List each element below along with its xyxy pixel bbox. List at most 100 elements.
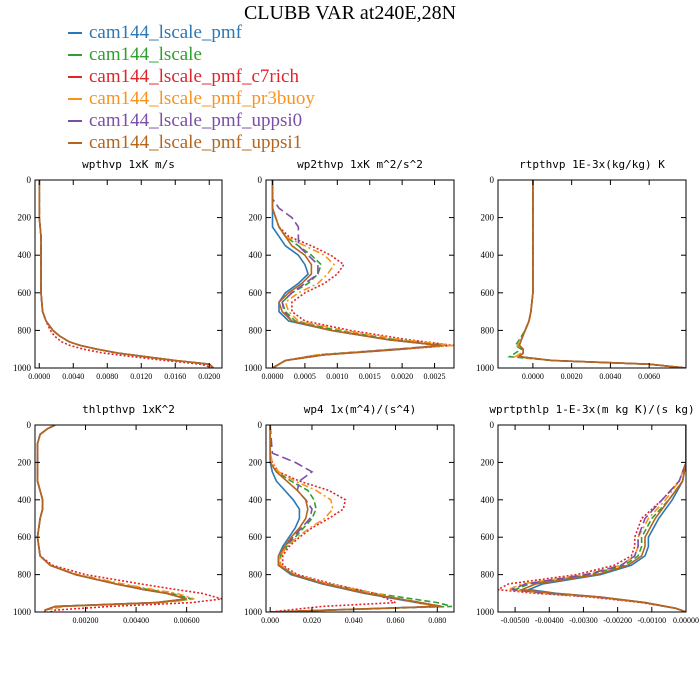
x-tick-label: 0.00400 <box>123 616 149 625</box>
series-line-2 <box>271 180 448 368</box>
legend-swatch <box>68 54 82 56</box>
x-tick-label: 0.0000 <box>28 372 50 381</box>
y-tick-label: 800 <box>249 325 263 335</box>
series-line-3 <box>515 180 686 368</box>
series-line-3 <box>269 425 396 612</box>
series-line-5 <box>36 425 187 612</box>
panel-6: wprtpthlp 1-E-3x(m kg K)/(s kg) 0 200 400 60… <box>476 403 699 625</box>
legend-label: cam144_lscale <box>89 44 202 65</box>
series-line-3 <box>36 425 222 612</box>
x-tick-label: 0.0120 <box>130 372 152 381</box>
panel-title: rtpthvp 1E-3x(kg/kg) K <box>519 158 665 171</box>
panel-3: rtpthvp 1E-3x(kg/kg) K 0 200 400 600 800 1000 0… <box>476 158 687 381</box>
y-tick-label: 1000 <box>476 363 495 373</box>
series-line-2 <box>507 180 686 368</box>
series-line-6 <box>518 425 686 612</box>
y-tick-label: 1000 <box>244 363 263 373</box>
x-tick-label: 0.0040 <box>62 372 84 381</box>
x-tick-label: 0.0005 <box>294 372 316 381</box>
x-tick-label: 0.0080 <box>96 372 118 381</box>
y-tick-label: 400 <box>249 495 263 505</box>
y-tick-label: 400 <box>481 495 495 505</box>
legend-label: cam144_lscale_pmf <box>89 22 243 43</box>
legend-swatch <box>68 76 82 78</box>
panel-frame <box>265 424 455 613</box>
series-group <box>498 425 686 612</box>
legend-entry: cam144_lscale_pmf_uppsi0 <box>68 110 315 132</box>
x-tick-label: 0.080 <box>428 616 446 625</box>
y-tick-label: 600 <box>18 288 32 298</box>
y-tick-label: 200 <box>18 213 32 223</box>
y-tick-label: 400 <box>18 495 32 505</box>
y-tick-label: 600 <box>18 532 32 542</box>
y-tick-label: 0 <box>490 175 495 185</box>
x-tick-label: 0.0200 <box>198 372 220 381</box>
legend-label: cam144_lscale_pmf_uppsi1 <box>89 132 303 153</box>
legend-swatch <box>68 120 82 122</box>
panel-2: wp2thvp 1xK m^2/s^2020040060080010000.00… <box>244 158 455 381</box>
y-tick-label: 200 <box>481 457 495 467</box>
series-line-1 <box>36 425 187 612</box>
panel-4: thlpthvp 1xK^2 0 200 400 600 800 1000 0.00200 0.… <box>13 403 223 625</box>
series-line-5 <box>269 425 442 612</box>
y-tick-label: 0 <box>258 420 263 430</box>
series-line-2 <box>269 425 453 612</box>
y-tick-label: 1000 <box>13 363 32 373</box>
x-tick-label: 0.0025 <box>424 372 446 381</box>
legend-entry: cam144_lscale_pmf_pr3buoy <box>68 88 315 110</box>
legend-entry: cam144_lscale_pmf <box>68 22 315 44</box>
x-tick-label: -0.00300 <box>569 616 598 625</box>
series-group <box>36 425 222 612</box>
series-line-6 <box>271 180 442 368</box>
x-tick-label: 0.0015 <box>359 372 381 381</box>
x-tick-label: -0.00400 <box>535 616 564 625</box>
x-tick-label: 0.00200 <box>73 616 99 625</box>
legend-entry: cam144_lscale <box>68 44 315 66</box>
series-line-4 <box>513 180 686 368</box>
series-line-6 <box>517 180 686 368</box>
panel-frame <box>497 179 687 369</box>
series-group <box>507 180 686 368</box>
legend-swatch <box>68 98 82 100</box>
panel-title: wprtpthlp 1-E-3x(m kg K)/(s kg) <box>489 403 694 416</box>
series-line-1 <box>271 180 442 368</box>
series-line-4 <box>269 425 438 612</box>
y-tick-label: 1000 <box>476 607 495 617</box>
legend-swatch <box>68 142 82 144</box>
legend-label: cam144_lscale_pmf_uppsi0 <box>89 110 303 131</box>
series-line-1 <box>517 180 686 368</box>
x-tick-label: 0.060 <box>387 616 405 625</box>
y-tick-label: 800 <box>249 570 263 580</box>
panel-frame <box>497 424 687 613</box>
y-tick-label: 0 <box>490 420 495 430</box>
y-tick-label: 200 <box>249 457 263 467</box>
series-group <box>271 180 454 368</box>
panel-frame <box>34 179 223 369</box>
x-tick-label: 0.00600 <box>174 616 200 625</box>
panel-title: wpthvp 1xK m/s <box>82 158 175 171</box>
y-tick-label: 400 <box>18 250 32 260</box>
legend-entry: cam144_lscale_pmf_uppsi1 <box>68 132 315 154</box>
y-tick-label: 600 <box>249 532 263 542</box>
x-tick-label: 0.000 <box>261 616 279 625</box>
y-tick-label: 800 <box>18 325 32 335</box>
series-group <box>38 180 215 368</box>
y-tick-label: 400 <box>481 250 495 260</box>
series-line-4 <box>271 180 454 368</box>
series-group <box>269 425 453 612</box>
y-tick-label: 800 <box>481 570 495 580</box>
x-tick-label: -0.00100 <box>637 616 666 625</box>
series-line-4 <box>507 425 686 612</box>
x-tick-label: 0.020 <box>303 616 321 625</box>
y-tick-label: 600 <box>481 288 495 298</box>
series-line-3 <box>271 180 454 368</box>
legend-swatch <box>68 32 82 34</box>
y-tick-label: 200 <box>249 213 263 223</box>
y-tick-label: 200 <box>18 457 32 467</box>
x-tick-label: 0.0020 <box>561 372 583 381</box>
panel-title: thlpthvp 1xK^2 <box>82 403 175 416</box>
series-line-1 <box>269 425 438 612</box>
series-line-6 <box>269 425 442 612</box>
